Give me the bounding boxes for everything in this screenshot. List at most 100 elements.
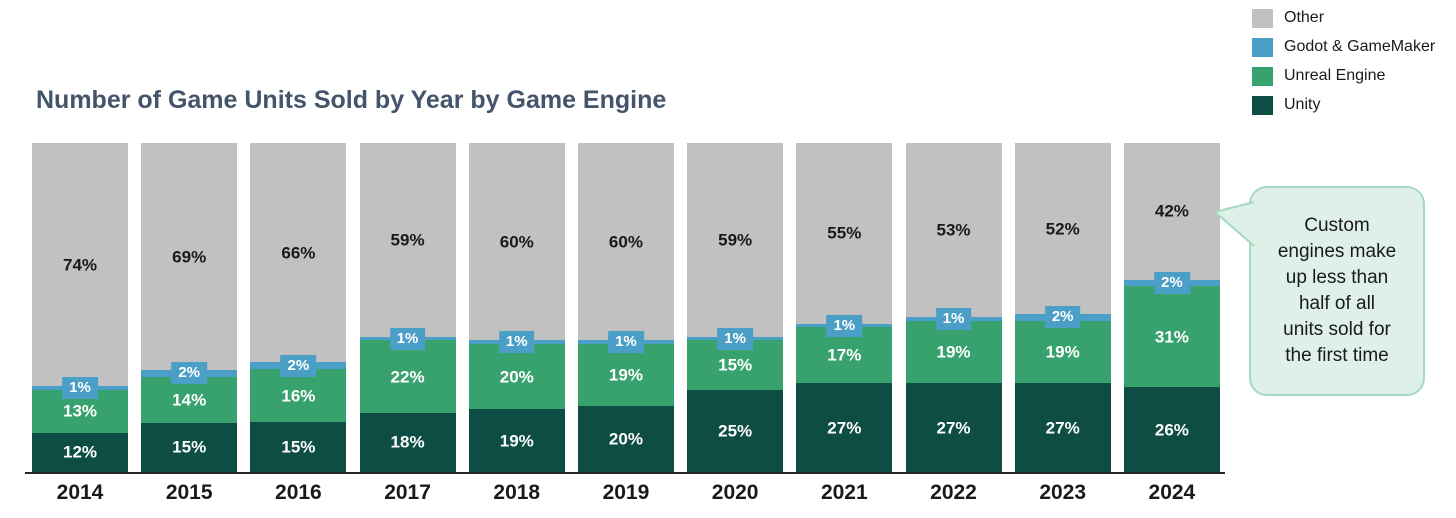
bar-2021: 27% 17% 1% 55%	[796, 142, 893, 472]
data-label: 22%	[390, 367, 425, 387]
plot-area: 12% 13% 1% 74% 15% 14% 2% 69% 15% 16% 2% 66% 18% 22% 1…	[32, 142, 1220, 472]
segment-other: 52%	[1014, 143, 1111, 315]
data-label: 55%	[827, 223, 862, 243]
segment-unreal-engine: 19%	[905, 320, 1002, 384]
segment-other: 59%	[687, 143, 784, 338]
segment-unity: 26%	[1123, 387, 1220, 472]
segment-godot-gamemaker: 1%	[359, 327, 456, 350]
x-tick-2020: 2020	[711, 481, 759, 504]
data-label: 69%	[172, 247, 207, 266]
segment-unreal-engine: 19%	[577, 343, 674, 407]
data-label: 26%	[1154, 420, 1189, 440]
bar-2020: 25% 15% 1% 59%	[687, 143, 784, 472]
data-label: 53%	[936, 220, 971, 240]
segment-unreal-engine: 13%	[32, 389, 128, 433]
legend-item-unreal-engine: Unreal Engine	[1252, 66, 1435, 86]
segment-unity: 27%	[905, 383, 1002, 472]
segment-other: 55%	[796, 142, 893, 324]
segment-other: 69%	[141, 143, 238, 371]
bar-2018: 19% 20% 1% 60%	[468, 142, 565, 472]
data-label: 19%	[499, 431, 534, 451]
bar-2014: 12% 13% 1% 74%	[32, 143, 128, 472]
x-tick-2022: 2022	[930, 481, 977, 504]
data-label: 17%	[827, 345, 862, 365]
segment-other: 74%	[32, 143, 128, 387]
bar-2019: 20% 19% 1% 60%	[577, 142, 674, 472]
segment-unreal-engine: 20%	[468, 343, 565, 410]
legend-swatch-icon	[1252, 37, 1273, 57]
segment-unreal-engine: 14%	[141, 376, 238, 423]
segment-unity: 20%	[577, 406, 674, 472]
data-label: 19%	[608, 365, 643, 385]
data-label: 19%	[936, 342, 971, 362]
segment-godot-gamemaker: 1%	[905, 308, 1002, 330]
data-label: 20%	[499, 367, 534, 387]
segment-godot-gamemaker: 2%	[1123, 272, 1220, 295]
data-label: 15%	[172, 437, 207, 457]
segment-godot-gamemaker: 1%	[577, 331, 674, 354]
segment-unity: 15%	[250, 422, 347, 472]
legend-swatch-icon	[1252, 95, 1273, 115]
x-tick-2024: 2024	[1148, 481, 1196, 504]
x-tick-2016: 2016	[275, 481, 322, 504]
data-label: 15%	[718, 355, 753, 375]
legend-item-unity: Unity	[1252, 95, 1435, 115]
segment-unity: 27%	[796, 383, 893, 472]
legend-label: Other	[1284, 9, 1325, 26]
segment-unreal-engine: 22%	[359, 340, 456, 413]
x-axis-labels: 2014 2015 2016 2017 2018 2019 2020 2021 2022 2023…	[32, 481, 1220, 505]
segment-other: 53%	[905, 142, 1002, 318]
segment-unreal-engine: 15%	[687, 340, 784, 390]
data-label: 14%	[172, 390, 207, 410]
segment-unity: 27%	[1014, 383, 1111, 472]
bar-2015: 15% 14% 2% 69%	[141, 143, 238, 472]
x-tick-2015: 2015	[165, 481, 213, 504]
data-label: 59%	[390, 230, 425, 250]
segment-godot-gamemaker: 1%	[32, 377, 128, 400]
data-label: 25%	[718, 421, 753, 441]
segment-godot-gamemaker: 1%	[687, 327, 784, 350]
bar-2024: 26% 31% 2% 42%	[1123, 143, 1220, 472]
segment-other: 42%	[1123, 143, 1220, 280]
segment-godot-gamemaker: 2%	[141, 362, 238, 385]
data-label: 59%	[718, 230, 753, 250]
data-label: 20%	[608, 429, 643, 449]
data-label: 31%	[1154, 327, 1189, 347]
x-tick-2023: 2023	[1039, 481, 1087, 504]
segment-other: 66%	[250, 143, 347, 363]
legend-label: Unreal Engine	[1284, 67, 1386, 84]
data-label: 27%	[936, 418, 971, 438]
chart-title: Number of Game Units Sold by Year by Gam…	[36, 86, 667, 114]
bar-2022: 27% 19% 1% 53%	[905, 142, 1002, 472]
legend-label: Godot & GameMaker	[1284, 38, 1436, 55]
segment-other: 59%	[359, 143, 456, 338]
x-axis-line	[25, 472, 1225, 474]
segment-other: 60%	[577, 142, 674, 341]
legend: Other Godot & GameMaker Unreal Engine Unity	[1252, 8, 1435, 115]
data-label: 60%	[608, 232, 643, 252]
legend-item-godot-gamemaker: Godot & GameMaker	[1252, 37, 1435, 57]
data-label: 60%	[499, 232, 534, 252]
segment-unreal-engine: 16%	[250, 368, 347, 423]
data-label: 74%	[62, 255, 98, 275]
legend-swatch-icon	[1252, 8, 1273, 28]
segment-other: 60%	[468, 142, 565, 341]
callout-text: Custom engines make up less than half of…	[1277, 215, 1397, 366]
legend-swatch-icon	[1252, 66, 1273, 86]
segment-godot-gamemaker: 1%	[468, 331, 565, 354]
legend-label: Unity	[1284, 96, 1321, 113]
data-label: 19%	[1045, 342, 1080, 362]
x-tick-2014: 2014	[56, 481, 104, 504]
segment-godot-gamemaker: 2%	[250, 354, 347, 377]
bar-2017: 18% 22% 1% 59%	[359, 143, 456, 472]
callout-tail	[1214, 201, 1255, 247]
segment-unity: 18%	[359, 412, 456, 472]
segment-godot-gamemaker: 1%	[796, 314, 893, 337]
data-label: 27%	[827, 418, 862, 438]
legend-item-other: Other	[1252, 8, 1435, 28]
data-label: 66%	[281, 243, 316, 263]
x-tick-2017: 2017	[384, 481, 431, 504]
segment-godot-gamemaker: 2%	[1014, 306, 1111, 329]
data-label: 18%	[390, 432, 425, 452]
